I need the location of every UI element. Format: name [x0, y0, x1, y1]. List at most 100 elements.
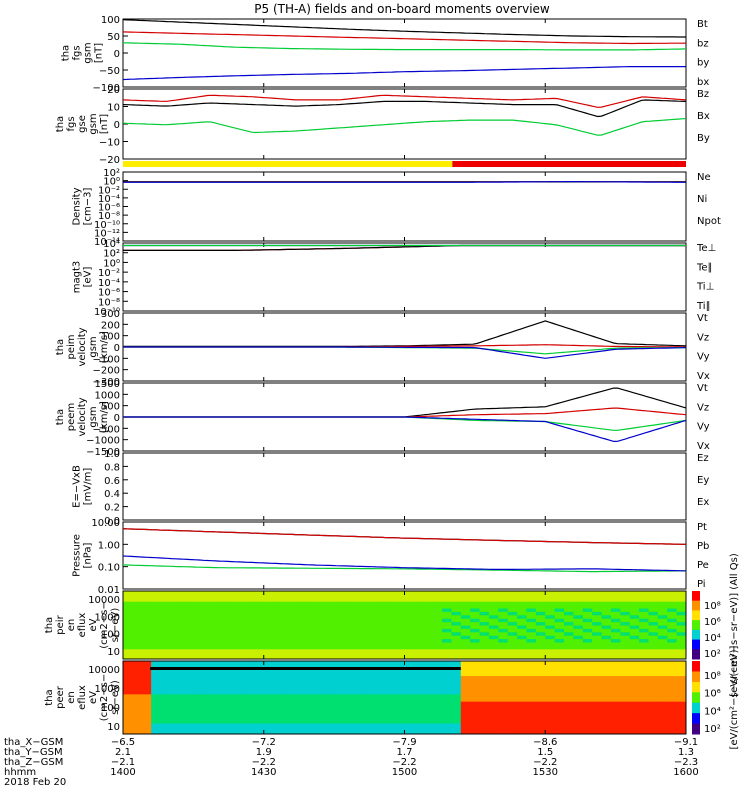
- heatmap-cell: [188, 604, 199, 609]
- heatmap-cell: [648, 664, 659, 669]
- heatmap-cell: [291, 715, 302, 720]
- heatmap-cell: [169, 686, 180, 691]
- heatmap-cell: [676, 664, 687, 669]
- heatmap-cell: [366, 604, 377, 609]
- heatmap-cell: [404, 701, 415, 706]
- heatmap-cell: [216, 645, 227, 650]
- heatmap-cell: [329, 594, 340, 599]
- heatmap-cell: [169, 604, 180, 609]
- heatmap-cell: [610, 686, 621, 691]
- heatmap-cell: [517, 726, 527, 731]
- heatmap-cell: [592, 614, 603, 619]
- heatmap-cell: [310, 604, 321, 609]
- heatmap-cell: [592, 655, 603, 660]
- heatmap-cell: [244, 642, 255, 646]
- heatmap-cell: [657, 690, 668, 695]
- heatmap-cell: [554, 726, 565, 731]
- heatmap-cell: [479, 604, 490, 609]
- heatmap-cell: [179, 645, 190, 650]
- heatmap-cell: [517, 661, 527, 666]
- heatmap-cell: [470, 638, 481, 643]
- heatmap-cell: [517, 664, 527, 669]
- heatmap-cell: [338, 638, 349, 643]
- heatmap-cell: [610, 730, 621, 735]
- heatmap-cell: [132, 597, 143, 602]
- heatmap-cell: [263, 697, 274, 702]
- heatmap-cell: [442, 611, 452, 616]
- heatmap-cell: [470, 730, 481, 735]
- peem-velocity-ytick-label: 1500: [95, 379, 120, 390]
- heatmap-cell: [188, 708, 199, 713]
- heatmap-cell: [601, 645, 612, 650]
- heatmap-cell: [141, 682, 152, 688]
- heatmap-cell: [451, 628, 462, 633]
- heatmap-cell: [648, 635, 659, 640]
- heatmap-cell: [395, 625, 405, 629]
- heatmap-cell: [310, 693, 321, 698]
- peir-en-eflux-colorbar-tick: 10⁶: [704, 617, 721, 628]
- heatmap-cell: [263, 618, 274, 623]
- heatmap-cell: [498, 618, 509, 623]
- heatmap-cell: [470, 697, 481, 702]
- heatmap-cell: [123, 697, 133, 702]
- heatmap-cell: [573, 697, 584, 702]
- heatmap-cell: [348, 708, 359, 713]
- heatmap-cell: [338, 664, 349, 669]
- heatmap-cell: [657, 635, 668, 640]
- fgs-gsm-ylabel-line: fgs: [72, 45, 83, 60]
- fgs-gsm-ytick-label: 50: [107, 32, 120, 43]
- heatmap-cell: [404, 682, 415, 688]
- heatmap-cell: [385, 675, 396, 680]
- heatmap-cell: [451, 686, 462, 691]
- heatmap-cell: [610, 625, 621, 629]
- heatmap-cell: [329, 621, 340, 626]
- heatmap-cell: [263, 628, 274, 633]
- heatmap-cell: [582, 601, 593, 606]
- heatmap-cell: [216, 686, 227, 691]
- heatmap-cell: [676, 614, 687, 619]
- heatmap-cell: [413, 591, 424, 595]
- heatmap-cell: [657, 621, 668, 626]
- heatmap-cell: [432, 625, 443, 629]
- heatmap-cell: [545, 591, 556, 595]
- heatmap-cell: [263, 642, 274, 646]
- heatmap-cell: [582, 712, 593, 717]
- peir-en-eflux-colorbar-tick: 10⁸: [704, 601, 721, 612]
- heatmap-cell: [395, 697, 405, 702]
- heatmap-cell: [573, 601, 584, 606]
- heatmap-cell: [226, 671, 237, 677]
- heatmap-cell: [573, 642, 584, 646]
- heatmap-cell: [385, 723, 396, 728]
- heatmap-cell: [498, 628, 509, 633]
- heatmap-cell: [329, 682, 340, 688]
- heatmap-cell: [329, 652, 340, 657]
- heatmap-cell: [366, 655, 377, 660]
- heatmap-cell: [442, 614, 452, 619]
- heatmap-cell: [423, 631, 434, 636]
- heatmap-cell: [366, 608, 377, 612]
- heatmap-cell: [432, 723, 443, 728]
- heatmap-cell: [301, 686, 312, 691]
- heatmap-cell: [198, 668, 208, 673]
- heatmap-cell: [517, 652, 527, 657]
- heatmap-cell: [554, 675, 565, 680]
- heatmap-cell: [376, 648, 387, 653]
- heatmap-cell: [639, 693, 649, 698]
- heatmap-cell: [348, 697, 359, 702]
- heatmap-cell: [432, 621, 443, 626]
- heatmap-cell: [273, 608, 284, 612]
- heatmap-cell: [385, 701, 396, 706]
- heatmap-cell: [329, 597, 340, 602]
- heatmap-cell: [329, 631, 340, 636]
- heatmap-cell: [657, 608, 668, 612]
- heatmap-cell: [160, 675, 171, 680]
- heatmap-cell: [179, 635, 190, 640]
- heatmap-cell: [507, 631, 518, 636]
- heatmap-cell: [357, 682, 368, 688]
- heatmap-cell: [507, 621, 518, 626]
- peer-en-eflux-colorbar-tick: 10⁶: [704, 689, 721, 700]
- peim-velocity-series-vx: [123, 346, 687, 359]
- heatmap-cell: [357, 719, 368, 724]
- heatmap-cell: [573, 638, 584, 643]
- heatmap-cell: [676, 645, 687, 650]
